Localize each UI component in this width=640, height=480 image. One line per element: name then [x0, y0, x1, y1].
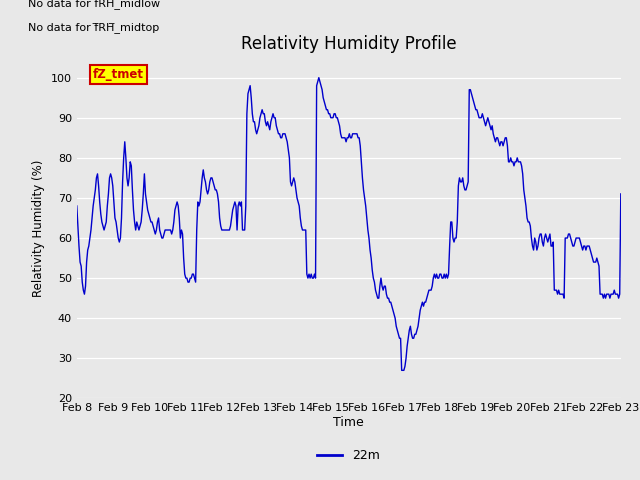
Legend: 22m: 22m [312, 444, 385, 467]
Y-axis label: Relativity Humidity (%): Relativity Humidity (%) [33, 159, 45, 297]
Text: fZ_tmet: fZ_tmet [93, 68, 144, 81]
Title: Relativity Humidity Profile: Relativity Humidity Profile [241, 35, 456, 53]
Text: No data for f̅RH̅_midlow: No data for f̅RH̅_midlow [28, 0, 160, 10]
Text: No data for f̅RH̅_midtop: No data for f̅RH̅_midtop [28, 23, 159, 33]
X-axis label: Time: Time [333, 416, 364, 429]
